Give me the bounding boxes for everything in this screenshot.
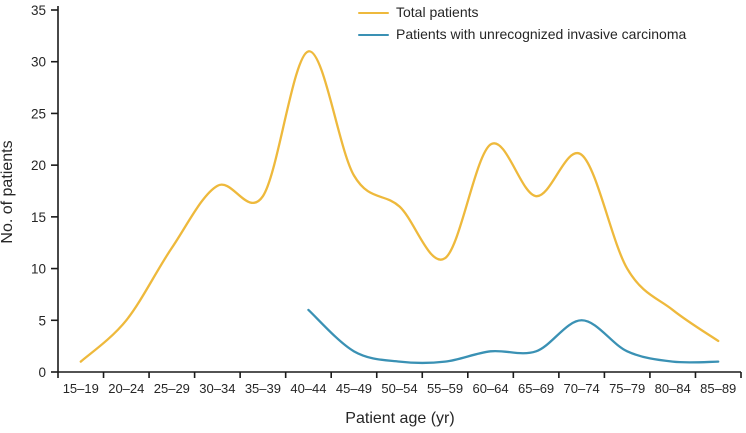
legend-item-carcinoma: Patients with unrecognized invasive carc…	[358, 26, 686, 43]
legend-line-swatch-carcinoma	[358, 33, 389, 36]
x-tick-label: 25–29	[154, 381, 190, 396]
series-line-unrecognized-carcinoma	[307, 308, 720, 365]
x-tick-label: 15–19	[63, 381, 99, 396]
x-tick-label: 20–24	[108, 381, 144, 396]
y-tick-label: 30	[31, 55, 46, 70]
x-tick-label: 75–79	[609, 381, 645, 396]
x-tick-label: 85–89	[700, 381, 736, 396]
y-tick-label: 25	[31, 106, 46, 121]
legend-item-total-patients: Total patients	[358, 4, 686, 21]
y-tick-label: 0	[38, 365, 46, 380]
chart-legend: Total patients Patients with unrecognize…	[358, 4, 686, 43]
legend-label-total: Total patients	[396, 4, 479, 20]
y-tick-label: 35	[31, 3, 46, 18]
x-tick-label: 60–64	[472, 381, 508, 396]
y-tick-label: 5	[38, 313, 46, 328]
legend-line-swatch-total	[358, 11, 389, 14]
y-tick-label: 10	[31, 262, 46, 277]
x-tick-label: 30–34	[199, 381, 235, 396]
x-tick-label: 65–69	[518, 381, 554, 396]
x-tick-label: 50–54	[381, 381, 417, 396]
x-tick-label: 70–74	[564, 381, 600, 396]
legend-label-carcinoma: Patients with unrecognized invasive carc…	[396, 26, 687, 42]
x-tick-label: 40–44	[290, 381, 326, 396]
y-axis-title: No. of patients	[0, 140, 16, 244]
x-tick-label: 45–49	[336, 381, 372, 396]
y-tick-label: 15	[31, 210, 46, 225]
x-tick-label: 80–84	[655, 381, 691, 396]
y-tick-label: 20	[31, 158, 46, 173]
series-line-total-patients	[79, 50, 720, 363]
x-axis-title: Patient age (yr)	[345, 410, 455, 427]
x-tick-label: 55–59	[427, 381, 463, 396]
x-tick-label: 35–39	[245, 381, 281, 396]
